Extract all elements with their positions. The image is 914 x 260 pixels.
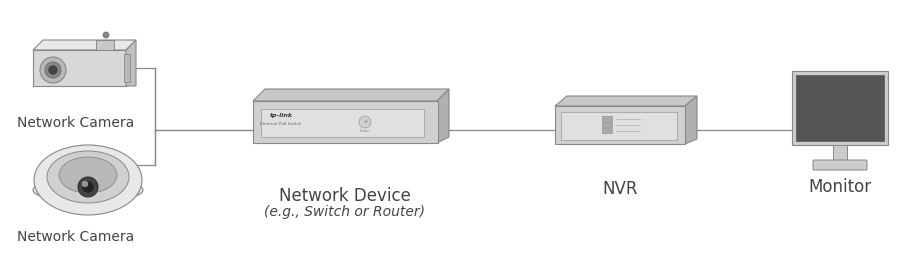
Circle shape bbox=[82, 181, 88, 186]
Polygon shape bbox=[126, 40, 136, 86]
Text: Ethernet PoE Switch: Ethernet PoE Switch bbox=[260, 122, 302, 126]
FancyBboxPatch shape bbox=[261, 109, 424, 137]
Text: NVR: NVR bbox=[602, 180, 638, 198]
Polygon shape bbox=[685, 96, 697, 144]
Polygon shape bbox=[33, 40, 136, 50]
Ellipse shape bbox=[59, 157, 117, 193]
FancyBboxPatch shape bbox=[792, 71, 888, 145]
Circle shape bbox=[78, 177, 98, 197]
Circle shape bbox=[40, 57, 66, 83]
Circle shape bbox=[359, 116, 371, 128]
Circle shape bbox=[103, 32, 109, 38]
Ellipse shape bbox=[47, 151, 129, 203]
FancyBboxPatch shape bbox=[796, 75, 884, 141]
FancyBboxPatch shape bbox=[33, 50, 126, 86]
Text: Network Camera: Network Camera bbox=[17, 230, 134, 244]
Circle shape bbox=[45, 62, 61, 78]
Text: Power: Power bbox=[359, 129, 370, 133]
Text: +: + bbox=[362, 119, 368, 125]
Polygon shape bbox=[253, 89, 449, 101]
Polygon shape bbox=[555, 96, 697, 106]
FancyBboxPatch shape bbox=[602, 128, 612, 133]
FancyBboxPatch shape bbox=[833, 145, 847, 161]
Text: Monitor: Monitor bbox=[809, 178, 872, 196]
FancyBboxPatch shape bbox=[602, 122, 612, 127]
FancyBboxPatch shape bbox=[96, 40, 114, 50]
FancyBboxPatch shape bbox=[253, 101, 438, 143]
FancyBboxPatch shape bbox=[561, 112, 677, 140]
Polygon shape bbox=[437, 89, 449, 143]
Text: Network Device: Network Device bbox=[279, 187, 411, 205]
FancyBboxPatch shape bbox=[124, 54, 130, 82]
Text: Network Camera: Network Camera bbox=[17, 116, 134, 130]
Circle shape bbox=[83, 182, 93, 192]
Text: tp-link: tp-link bbox=[270, 114, 292, 119]
FancyBboxPatch shape bbox=[813, 160, 867, 170]
Text: (e.g., Switch or Router): (e.g., Switch or Router) bbox=[264, 205, 426, 219]
Circle shape bbox=[49, 66, 57, 74]
Ellipse shape bbox=[34, 145, 142, 215]
FancyBboxPatch shape bbox=[555, 106, 685, 144]
FancyBboxPatch shape bbox=[602, 116, 612, 121]
Ellipse shape bbox=[33, 178, 143, 203]
